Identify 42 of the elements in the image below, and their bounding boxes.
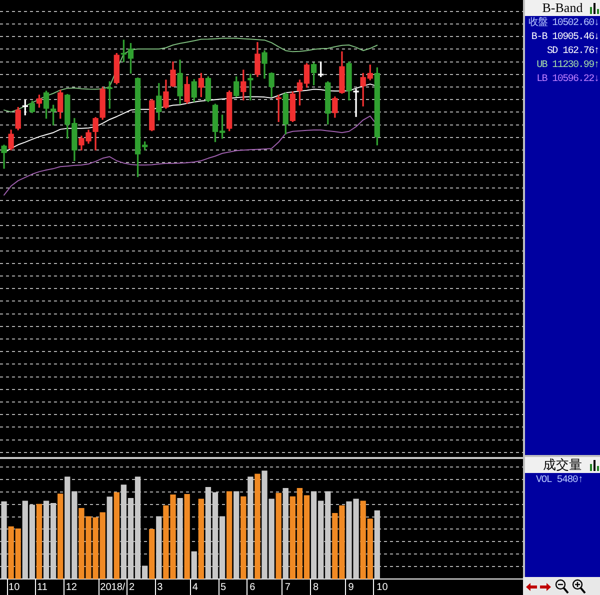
bar bbox=[234, 491, 240, 579]
candlestick bbox=[353, 88, 359, 117]
bar bbox=[58, 494, 64, 579]
bar bbox=[374, 510, 380, 579]
text: 收盤 10502.60↓ bbox=[528, 17, 600, 31]
x-tick-label: 12 bbox=[66, 582, 78, 593]
bar bbox=[254, 474, 260, 579]
text: B-B 10905.46↓ bbox=[530, 31, 600, 45]
bar bbox=[36, 504, 42, 579]
x-tick-label: 9 bbox=[348, 582, 354, 593]
text: B-Band bbox=[542, 0, 583, 16]
x-tick-label: 6 bbox=[250, 582, 256, 593]
text: UB 11230.99↑ bbox=[536, 59, 600, 73]
x-tick-label: 3 bbox=[157, 582, 164, 593]
bar bbox=[106, 496, 112, 579]
bar bbox=[191, 551, 197, 579]
text: LB 10596.22↓ bbox=[536, 73, 600, 87]
bar bbox=[184, 494, 190, 579]
x-tick-label: 10 bbox=[376, 582, 388, 593]
x-tick-label: 5 bbox=[220, 582, 226, 593]
bar bbox=[149, 528, 155, 579]
bar bbox=[276, 492, 282, 579]
text: 成交量 bbox=[543, 457, 582, 473]
bar bbox=[226, 491, 232, 579]
bar bbox=[156, 516, 162, 579]
text: VOL 5480↑ bbox=[535, 474, 584, 488]
bar bbox=[248, 476, 254, 579]
bar bbox=[177, 498, 183, 579]
text: SD 162.76↑ bbox=[546, 45, 600, 59]
x-tick-label: 2 bbox=[128, 582, 135, 593]
x-tick-label: 7 bbox=[284, 582, 291, 593]
x-tick-label: 10 bbox=[8, 582, 20, 593]
bar bbox=[1, 501, 7, 579]
x-tick-label: 2018/ bbox=[100, 582, 126, 593]
x-tick-label: 11 bbox=[37, 582, 48, 593]
bar bbox=[198, 498, 204, 579]
bar bbox=[282, 488, 288, 579]
bar bbox=[240, 496, 246, 579]
x-tick-label: 4 bbox=[192, 582, 198, 593]
candlestick bbox=[248, 74, 254, 100]
bar bbox=[114, 492, 120, 579]
x-tick-label: 8 bbox=[313, 582, 320, 593]
